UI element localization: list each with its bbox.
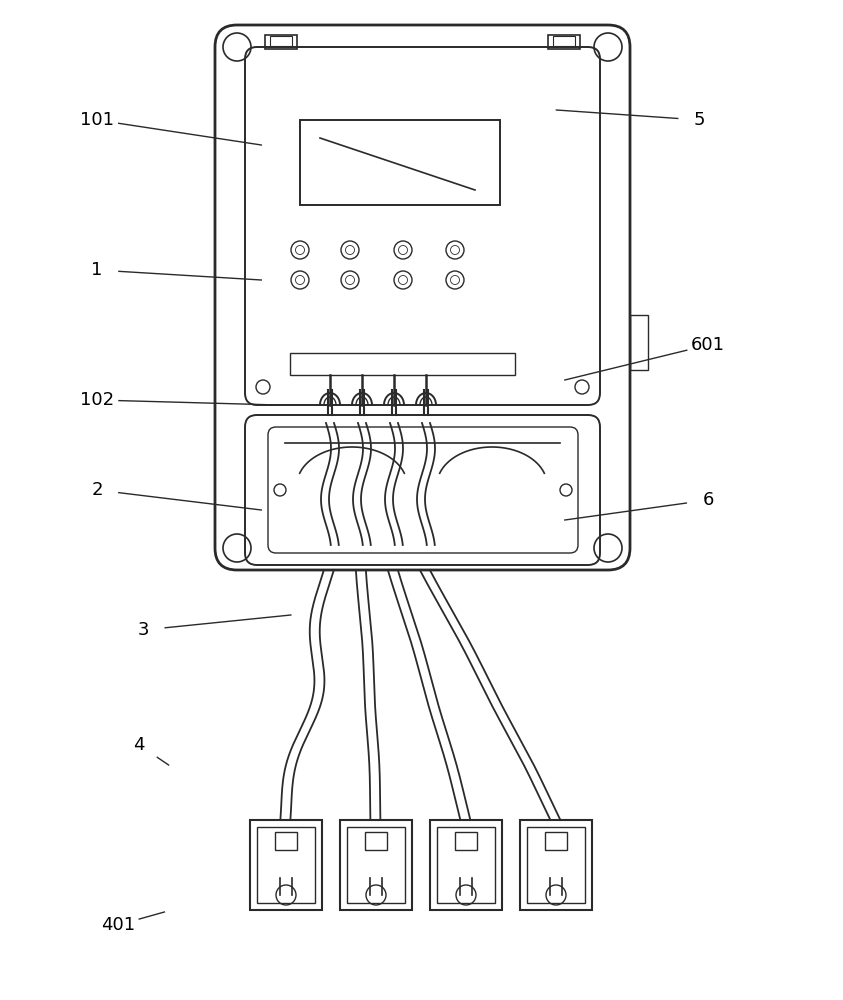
Bar: [290, 353, 515, 375]
Text: 102: 102: [80, 391, 114, 409]
Bar: [520, 820, 592, 910]
Bar: [365, 832, 387, 850]
Bar: [265, 35, 297, 49]
Text: 5: 5: [694, 111, 706, 129]
Text: 2: 2: [91, 481, 103, 499]
Bar: [270, 36, 292, 46]
Text: 4: 4: [133, 736, 145, 754]
Bar: [250, 820, 322, 910]
Bar: [527, 827, 585, 903]
Text: 401: 401: [101, 916, 135, 934]
Text: 601: 601: [691, 336, 725, 354]
Bar: [300, 120, 500, 205]
Text: 6: 6: [702, 491, 714, 509]
Bar: [553, 36, 575, 46]
Bar: [455, 832, 477, 850]
Bar: [347, 827, 405, 903]
Bar: [275, 832, 297, 850]
Bar: [437, 827, 495, 903]
Bar: [340, 820, 412, 910]
Text: 1: 1: [91, 261, 103, 279]
Bar: [548, 35, 580, 49]
Bar: [545, 832, 567, 850]
Text: 101: 101: [80, 111, 114, 129]
Bar: [257, 827, 315, 903]
Text: 3: 3: [137, 621, 149, 639]
Bar: [630, 315, 648, 370]
Bar: [430, 820, 502, 910]
